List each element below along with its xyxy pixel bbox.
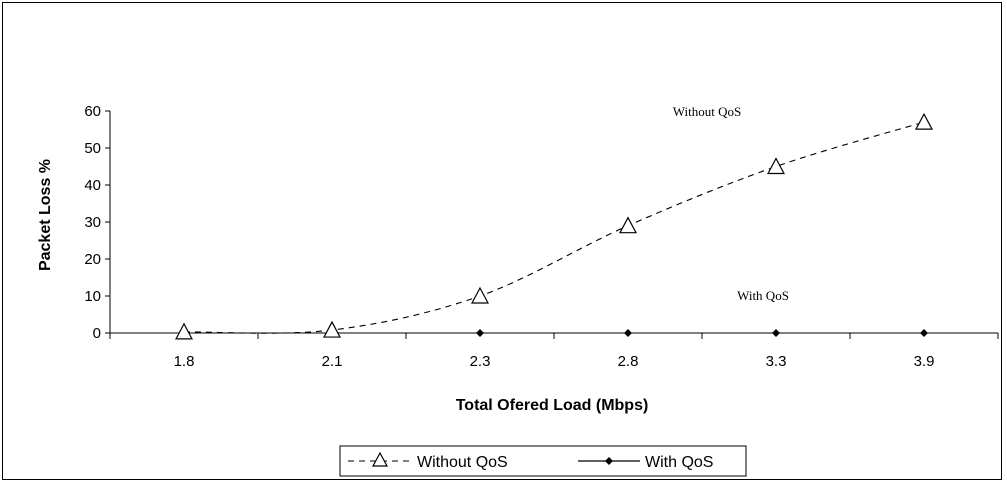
y-tick-label: 10 xyxy=(84,288,101,305)
x-tick-label: 2.3 xyxy=(470,353,491,370)
data-point-without-qos xyxy=(175,322,193,340)
data-point-with-qos xyxy=(476,329,484,337)
series-line-without-qos xyxy=(183,121,925,334)
x-ticks: 1.8 2.1 2.3 2.8 3.3 3.9 xyxy=(109,333,999,370)
legend: Without QoS With QoS xyxy=(339,445,747,477)
legend-marker-without-qos xyxy=(371,451,389,467)
x-axis-title: Total Ofered Load (Mbps) xyxy=(456,397,649,414)
x-tick-label: 2.8 xyxy=(618,353,639,370)
series-lines xyxy=(183,121,925,334)
y-tick-label: 50 xyxy=(84,140,101,157)
data-point-with-qos xyxy=(920,329,928,337)
x-tick-label: 1.8 xyxy=(174,353,195,370)
data-point-without-qos xyxy=(619,216,637,234)
y-tick-label: 60 xyxy=(84,103,101,120)
data-point-with-qos xyxy=(772,329,780,337)
annotation-with-qos: With QoS xyxy=(737,288,789,303)
legend-marker-with-qos xyxy=(605,457,613,465)
y-tick-label: 30 xyxy=(84,214,101,231)
data-point-without-qos xyxy=(471,286,489,304)
y-axis-title: Packet Loss % xyxy=(37,159,54,271)
y-tick-label: 40 xyxy=(84,177,101,194)
legend-label-with-qos: With QoS xyxy=(645,454,713,471)
x-tick-label: 2.1 xyxy=(322,353,343,370)
data-point-without-qos xyxy=(323,320,341,338)
data-point-without-qos xyxy=(915,112,933,130)
data-point-with-qos xyxy=(624,329,632,337)
y-tick-label: 0 xyxy=(93,325,101,342)
x-tick-label: 3.3 xyxy=(766,353,787,370)
series-markers xyxy=(175,112,933,340)
x-tick-label: 3.9 xyxy=(914,353,935,370)
data-point-without-qos xyxy=(767,157,785,175)
axes xyxy=(109,111,998,334)
y-tick-label: 20 xyxy=(84,251,101,268)
y-ticks: 0 10 20 30 40 50 60 xyxy=(84,103,110,342)
legend-label-without-qos: Without QoS xyxy=(417,454,508,471)
annotation-without-qos: Without QoS xyxy=(673,104,741,119)
